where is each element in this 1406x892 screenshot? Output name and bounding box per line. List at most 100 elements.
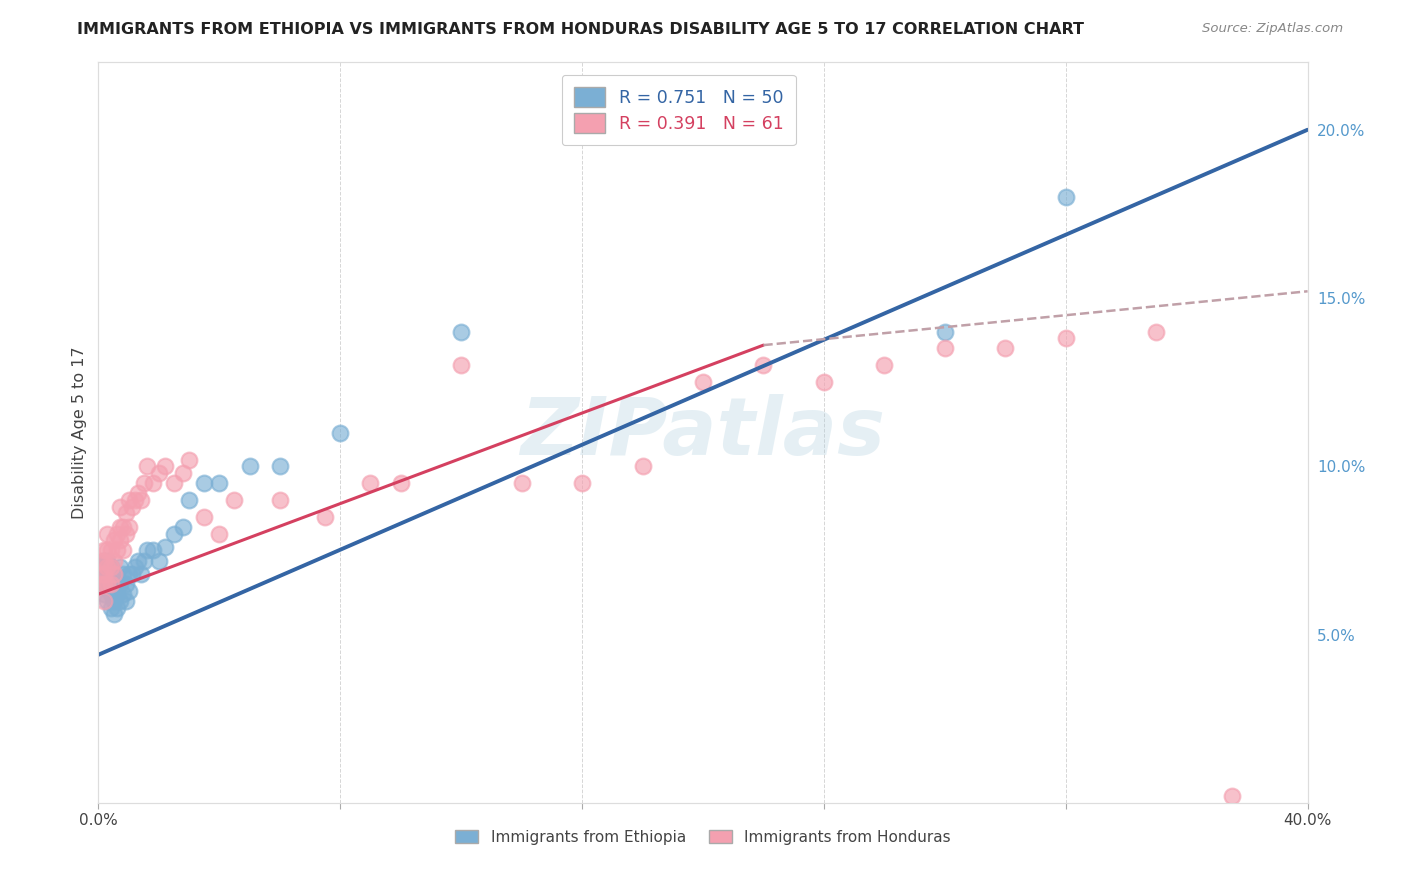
Point xyxy=(96,577,118,591)
Point xyxy=(510,476,533,491)
Point xyxy=(142,476,165,491)
Point xyxy=(111,520,134,534)
Y-axis label: Disability Age 5 to 17: Disability Age 5 to 17 xyxy=(72,346,87,519)
Point xyxy=(111,587,134,601)
Point xyxy=(1220,789,1243,803)
Text: Source: ZipAtlas.com: Source: ZipAtlas.com xyxy=(1202,22,1343,36)
Point xyxy=(93,587,115,601)
Point xyxy=(100,560,122,574)
Point xyxy=(96,560,118,574)
Point xyxy=(100,560,122,574)
Point xyxy=(450,359,472,373)
Point xyxy=(93,577,115,591)
Text: IMMIGRANTS FROM ETHIOPIA VS IMMIGRANTS FROM HONDURAS DISABILITY AGE 5 TO 17 CORR: IMMIGRANTS FROM ETHIOPIA VS IMMIGRANTS F… xyxy=(77,22,1084,37)
Point xyxy=(148,466,170,480)
Point xyxy=(96,566,118,581)
Point xyxy=(172,520,194,534)
Point xyxy=(571,476,593,491)
Point xyxy=(1054,190,1077,204)
Point xyxy=(100,587,122,601)
Point xyxy=(103,553,125,567)
Point xyxy=(111,543,134,558)
Point xyxy=(129,566,152,581)
Point xyxy=(873,359,896,373)
Legend: Immigrants from Ethiopia, Immigrants from Honduras: Immigrants from Ethiopia, Immigrants fro… xyxy=(450,823,956,851)
Point xyxy=(934,342,956,356)
Point xyxy=(105,587,128,601)
Point xyxy=(329,425,352,440)
Point xyxy=(108,533,131,548)
Point xyxy=(100,543,122,558)
Point xyxy=(813,375,835,389)
Point xyxy=(121,566,143,581)
Point xyxy=(100,577,122,591)
Point xyxy=(96,553,118,567)
Point xyxy=(269,492,291,507)
Point xyxy=(111,566,134,581)
Point xyxy=(631,459,654,474)
Point xyxy=(103,533,125,548)
Point xyxy=(179,452,201,467)
Point xyxy=(752,359,775,373)
Point xyxy=(127,486,149,500)
Point xyxy=(360,476,382,491)
Point xyxy=(105,543,128,558)
Point xyxy=(90,553,112,567)
Point xyxy=(100,577,122,591)
Point xyxy=(90,560,112,574)
Point xyxy=(132,476,155,491)
Point xyxy=(389,476,412,491)
Point xyxy=(114,526,136,541)
Point xyxy=(114,577,136,591)
Point xyxy=(103,566,125,581)
Point xyxy=(450,325,472,339)
Point xyxy=(93,553,115,567)
Text: ZIPatlas: ZIPatlas xyxy=(520,393,886,472)
Point xyxy=(100,600,122,615)
Point xyxy=(163,476,186,491)
Point xyxy=(103,594,125,608)
Point xyxy=(105,600,128,615)
Point xyxy=(105,526,128,541)
Point xyxy=(124,560,146,574)
Point xyxy=(121,500,143,514)
Point xyxy=(93,566,115,581)
Point xyxy=(90,566,112,581)
Point xyxy=(224,492,246,507)
Point xyxy=(103,577,125,591)
Point xyxy=(108,500,131,514)
Point xyxy=(314,509,336,524)
Point xyxy=(103,607,125,622)
Point xyxy=(96,594,118,608)
Point xyxy=(108,560,131,574)
Point xyxy=(179,492,201,507)
Point xyxy=(118,566,141,581)
Point xyxy=(90,566,112,581)
Point xyxy=(994,342,1017,356)
Point xyxy=(90,577,112,591)
Point xyxy=(208,526,231,541)
Point xyxy=(1144,325,1167,339)
Point xyxy=(934,325,956,339)
Point xyxy=(96,543,118,558)
Point xyxy=(193,476,215,491)
Point xyxy=(135,543,157,558)
Point xyxy=(108,594,131,608)
Point xyxy=(93,577,115,591)
Point xyxy=(172,466,194,480)
Point xyxy=(132,553,155,567)
Point xyxy=(1054,331,1077,345)
Point xyxy=(93,594,115,608)
Point xyxy=(90,577,112,591)
Point xyxy=(142,543,165,558)
Point xyxy=(114,594,136,608)
Point xyxy=(129,492,152,507)
Point xyxy=(269,459,291,474)
Point xyxy=(163,526,186,541)
Point xyxy=(153,540,176,554)
Point xyxy=(93,543,115,558)
Point xyxy=(114,507,136,521)
Point xyxy=(118,583,141,598)
Point xyxy=(93,566,115,581)
Point xyxy=(239,459,262,474)
